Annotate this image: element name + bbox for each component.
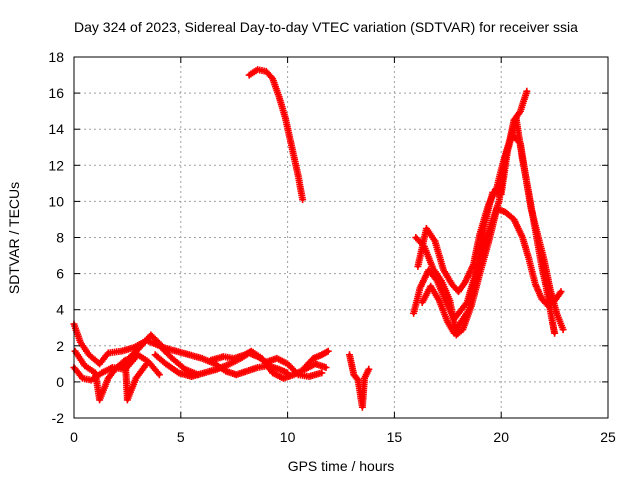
y-tick-label: 16: [48, 85, 64, 101]
y-tick-label: 2: [56, 338, 64, 354]
y-tick-label: 4: [56, 302, 64, 318]
series-arc-m: [418, 114, 559, 337]
axis-ticks: 0 5 10 15 20 25 -2 0 2 4 6 8 10 12 14 16 18: [48, 49, 616, 445]
x-tick-label: 25: [600, 429, 616, 445]
y-tick-label: 14: [48, 121, 64, 137]
series-arc-g: [301, 347, 332, 371]
series-markers: [418, 114, 559, 337]
y-tick-label: 10: [48, 193, 64, 209]
x-tick-label: 5: [177, 429, 185, 445]
series-arc-c: [71, 347, 151, 404]
y-tick-label: 12: [48, 157, 64, 173]
x-tick-label: 15: [387, 429, 403, 445]
chart-title: Day 324 of 2023, Sidereal Day-to-day VTE…: [74, 19, 578, 35]
y-tick-label: 0: [56, 374, 64, 390]
y-tick-label: 18: [48, 49, 64, 65]
series-arc-h: [245, 66, 307, 204]
y-axis-label: SDTVAR / TECUs: [6, 182, 22, 294]
y-tick-label: 8: [56, 230, 64, 246]
x-axis-label: GPS time / hours: [288, 458, 395, 474]
series-markers: [207, 347, 330, 382]
y-tick-label: -2: [52, 410, 65, 426]
x-tick-label: 10: [280, 429, 296, 445]
series-markers: [301, 347, 332, 371]
x-tick-label: 0: [70, 429, 78, 445]
x-tick-label: 20: [493, 429, 509, 445]
series-line: [416, 89, 529, 294]
data-series: [70, 66, 567, 411]
grid-lines: [74, 57, 608, 418]
y-tick-label: 6: [56, 266, 64, 282]
series-markers: [245, 66, 307, 204]
series-markers: [346, 351, 373, 411]
series-arc-i: [346, 351, 373, 411]
